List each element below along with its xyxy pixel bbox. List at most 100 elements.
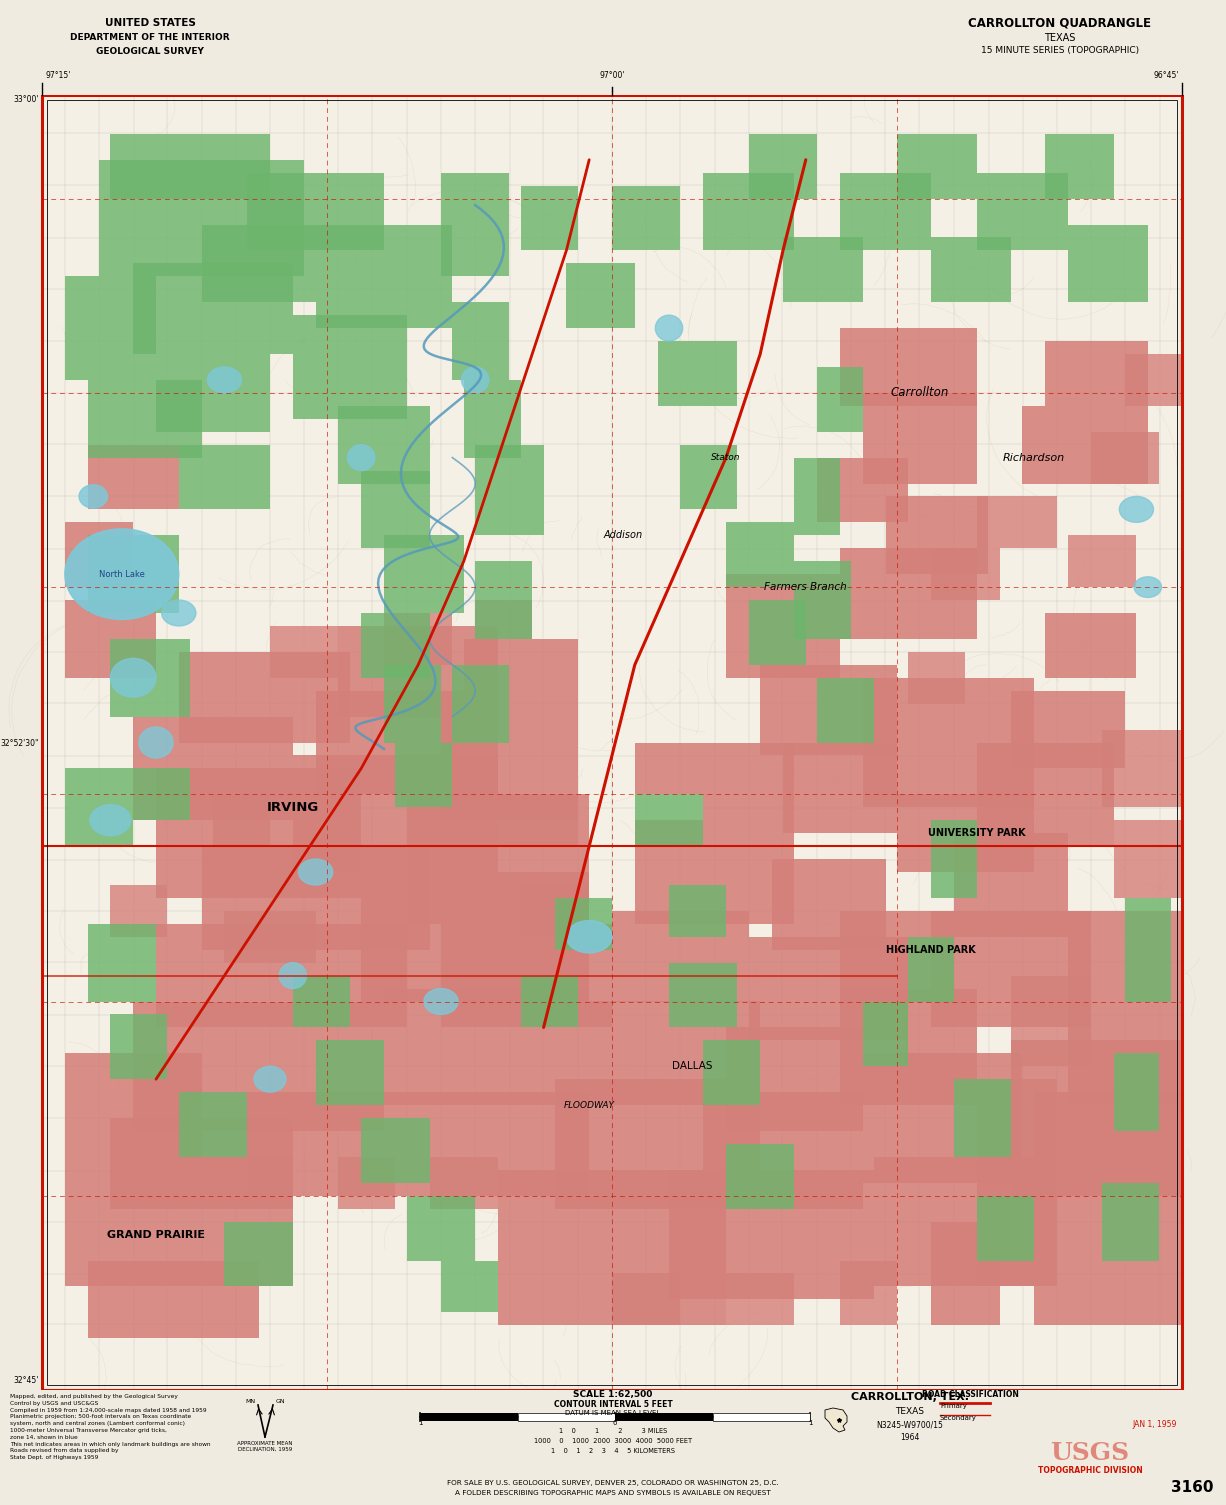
Text: 1: 1 — [808, 1421, 813, 1427]
Bar — [1068, 536, 1137, 587]
Bar — [179, 652, 349, 742]
Bar — [47, 99, 1177, 1385]
Text: 1    0         1         2         3 MILES: 1 0 1 2 3 MILES — [559, 1428, 667, 1434]
Bar — [362, 871, 590, 1001]
Text: DATUM IS MEAN SEA LEVEL: DATUM IS MEAN SEA LEVEL — [565, 1410, 661, 1416]
Text: TOPOGRAPHIC DIVISION: TOPOGRAPHIC DIVISION — [1037, 1466, 1143, 1475]
Bar — [669, 885, 726, 936]
Bar — [1034, 1093, 1182, 1326]
Bar — [749, 134, 818, 199]
Text: UNITED STATES: UNITED STATES — [104, 18, 195, 29]
Bar — [396, 742, 452, 807]
Bar — [362, 613, 429, 677]
Bar — [134, 263, 293, 354]
Bar — [932, 238, 1011, 303]
Bar — [521, 975, 577, 1028]
Bar — [0, 0, 1226, 95]
Bar — [783, 238, 863, 303]
Ellipse shape — [89, 805, 131, 835]
Bar — [476, 444, 543, 536]
Text: HIGHLAND PARK: HIGHLAND PARK — [886, 945, 976, 954]
Bar — [0, 1391, 1226, 1505]
Bar — [726, 522, 794, 587]
Bar — [840, 328, 977, 406]
Ellipse shape — [424, 989, 459, 1014]
Ellipse shape — [1119, 497, 1154, 522]
Bar — [338, 406, 429, 483]
Bar — [201, 224, 315, 303]
Bar — [110, 640, 190, 716]
Text: GN: GN — [276, 1400, 286, 1404]
Bar — [954, 1079, 1011, 1157]
Bar — [954, 834, 1068, 936]
Bar — [669, 963, 737, 1028]
Bar — [657, 342, 737, 406]
Text: CARROLLTON, TEX.: CARROLLTON, TEX. — [851, 1392, 969, 1403]
Bar — [840, 989, 977, 1105]
Bar — [65, 600, 156, 677]
Bar — [384, 665, 441, 742]
Ellipse shape — [139, 727, 173, 759]
Bar — [932, 911, 1091, 1028]
Bar — [248, 1093, 476, 1196]
Bar — [134, 716, 293, 820]
Bar — [863, 393, 977, 483]
Bar — [818, 677, 874, 742]
Bar — [441, 924, 612, 1028]
Bar — [463, 640, 577, 716]
Text: DEPARTMENT OF THE INTERIOR: DEPARTMENT OF THE INTERIOR — [70, 33, 229, 42]
Bar — [384, 536, 463, 613]
Bar — [156, 769, 362, 898]
Bar — [977, 497, 1057, 548]
Bar — [201, 846, 429, 950]
Bar — [615, 1413, 712, 1421]
Text: Primary: Primary — [940, 1403, 967, 1409]
Ellipse shape — [65, 528, 179, 620]
Ellipse shape — [78, 485, 108, 509]
Bar — [908, 652, 965, 704]
Text: JAN 1, 1959: JAN 1, 1959 — [1133, 1421, 1177, 1430]
Ellipse shape — [298, 859, 332, 885]
Text: A FOLDER DESCRIBING TOPOGRAPHIC MAPS AND SYMBOLS IS AVAILABLE ON REQUEST: A FOLDER DESCRIBING TOPOGRAPHIC MAPS AND… — [455, 1490, 771, 1496]
Bar — [270, 626, 338, 677]
Bar — [362, 471, 429, 548]
Bar — [362, 1118, 429, 1183]
Bar — [635, 795, 704, 846]
Bar — [794, 561, 851, 640]
Bar — [977, 1157, 1057, 1287]
Bar — [65, 522, 134, 587]
Bar — [840, 1261, 897, 1326]
Bar — [315, 224, 452, 328]
Text: 15 MINUTE SERIES (TOPOGRAPHIC): 15 MINUTE SERIES (TOPOGRAPHIC) — [981, 47, 1139, 56]
Bar — [293, 975, 349, 1028]
Ellipse shape — [461, 367, 489, 393]
Bar — [498, 795, 577, 846]
Bar — [1068, 911, 1182, 1105]
Bar — [476, 561, 532, 640]
Bar — [65, 1157, 293, 1287]
Text: North Lake: North Lake — [99, 570, 145, 578]
Text: IRVING: IRVING — [267, 801, 319, 814]
Bar — [110, 1118, 293, 1209]
Text: DALLAS: DALLAS — [672, 1061, 712, 1072]
Bar — [65, 277, 156, 379]
Bar — [441, 173, 509, 277]
Bar — [338, 626, 498, 716]
Bar — [669, 1169, 874, 1299]
Bar — [977, 742, 1113, 846]
Bar — [429, 1157, 498, 1209]
Text: 97°15': 97°15' — [45, 71, 70, 80]
Text: Carrollton: Carrollton — [890, 387, 949, 399]
Text: SCALE 1:62,500: SCALE 1:62,500 — [574, 1391, 652, 1400]
Bar — [87, 444, 179, 509]
Bar — [771, 859, 885, 950]
Bar — [452, 665, 509, 742]
Ellipse shape — [254, 1066, 286, 1093]
Bar — [704, 1093, 863, 1209]
Text: Staton: Staton — [711, 453, 741, 462]
Bar — [1102, 730, 1182, 807]
Bar — [818, 367, 863, 432]
Text: TEXAS: TEXAS — [895, 1407, 924, 1416]
Bar — [704, 742, 794, 820]
Bar — [1113, 820, 1182, 898]
